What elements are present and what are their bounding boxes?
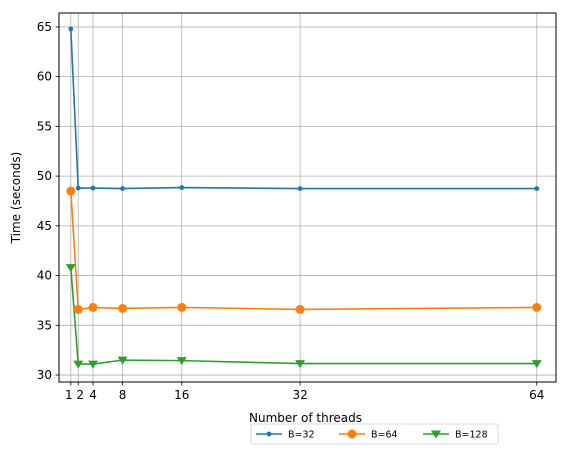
data-point-b-128 [531, 360, 542, 369]
data-point-b-32 [534, 186, 540, 191]
y-tick-label: 45 [37, 219, 52, 233]
x-tick-label: 4 [89, 388, 97, 402]
data-point-b-32 [90, 185, 96, 191]
data-point-b-64 [177, 302, 187, 312]
x-tick-label: 32 [292, 388, 307, 402]
legend-item-b-64: B=64 [339, 429, 398, 441]
legend-label-b-32: B=32 [288, 430, 315, 441]
data-point-b-128 [295, 360, 306, 369]
legend-item-b-32: B=32 [256, 430, 315, 441]
data-point-b-32 [120, 186, 126, 191]
legend: B=32 B=64 B=128 [250, 423, 499, 445]
x-axis-label: Number of threads [249, 411, 362, 425]
y-axis-label: Time (seconds) [9, 152, 23, 245]
data-point-b-64 [295, 304, 305, 314]
data-point-b-32 [75, 185, 81, 191]
legend-marker-b-64 [347, 429, 357, 439]
data-point-b-128 [73, 360, 84, 369]
x-tick-label: 1 [65, 388, 73, 402]
legend-label-b-128: B=128 [455, 430, 488, 441]
data-point-b-128 [88, 360, 99, 369]
data-point-b-128 [117, 356, 128, 365]
x-tick-label: 8 [119, 388, 127, 402]
data-point-b-64 [73, 304, 83, 314]
axis-ticks: 1 2 4 8 16 32 64 30 35 40 45 50 55 60 65 [37, 20, 545, 402]
y-tick-label: 40 [37, 269, 52, 283]
data-markers [65, 26, 542, 369]
data-point-b-128 [65, 264, 76, 273]
y-tick-label: 50 [37, 169, 52, 183]
data-point-b-32 [179, 185, 185, 190]
legend-item-b-128: B=128 [423, 430, 488, 441]
y-tick-label: 65 [37, 20, 52, 34]
y-tick-label: 60 [37, 70, 52, 84]
data-point-b-32 [297, 186, 303, 191]
x-tick-label: 16 [174, 388, 189, 402]
grid-lines [59, 13, 556, 382]
data-point-b-64 [88, 302, 98, 312]
y-tick-label: 55 [37, 119, 52, 133]
data-point-b-64 [66, 186, 76, 196]
y-tick-label: 35 [37, 318, 52, 332]
legend-box [250, 423, 499, 445]
y-tick-label: 30 [37, 368, 52, 382]
data-point-b-128 [176, 357, 187, 366]
data-point-b-64 [118, 303, 128, 313]
x-tick-label: 64 [529, 388, 544, 402]
legend-label-b-64: B=64 [371, 430, 398, 441]
plot-frame [58, 12, 557, 383]
data-point-b-64 [532, 302, 542, 312]
legend-marker-b-128 [431, 430, 441, 439]
x-tick-label: 2 [76, 388, 84, 402]
legend-marker-b-32 [266, 431, 272, 437]
data-point-b-32 [68, 26, 74, 32]
